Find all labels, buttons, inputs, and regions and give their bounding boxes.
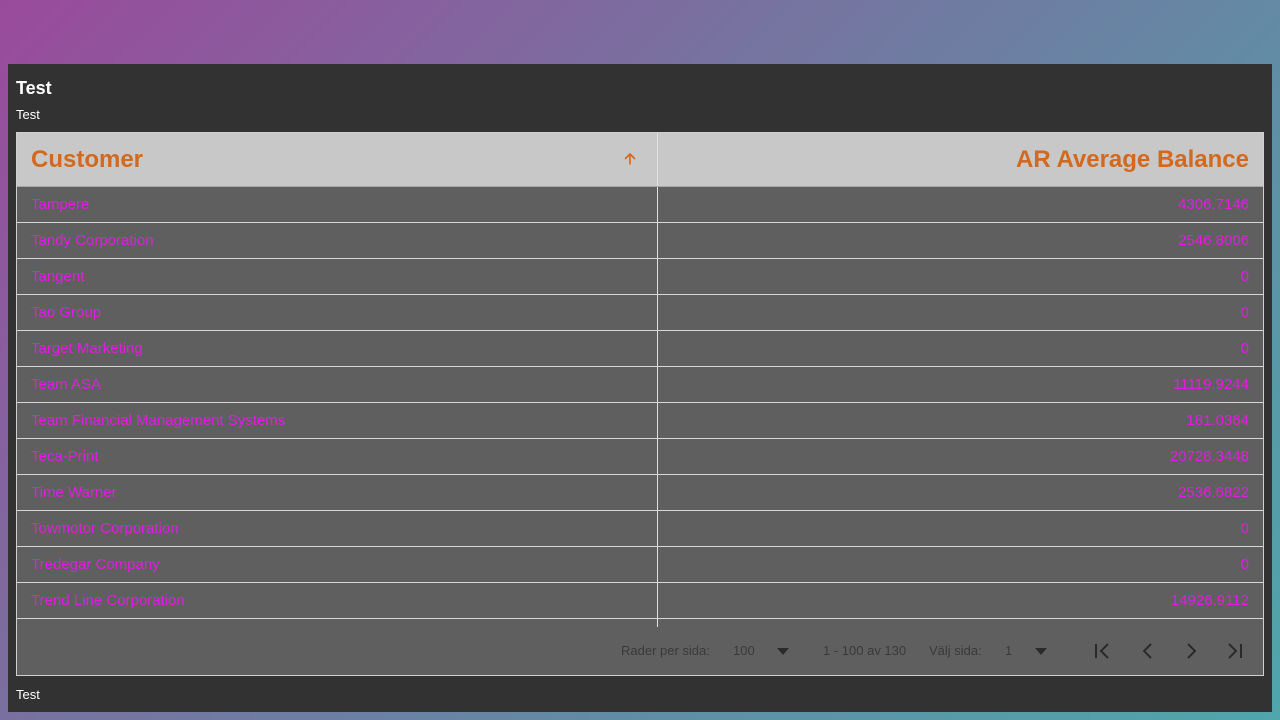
last-page-icon[interactable] xyxy=(1223,641,1245,661)
customer-cell[interactable]: Towmotor Corporation xyxy=(31,520,179,537)
column-divider xyxy=(657,259,658,294)
chevron-right-icon[interactable] xyxy=(1180,641,1202,661)
page-select[interactable]: 1 xyxy=(1005,643,1013,658)
customer-cell[interactable]: Target Marketing xyxy=(31,340,143,357)
balance-cell: 14926.9112 xyxy=(1170,592,1249,609)
column-divider xyxy=(657,187,658,222)
column-divider xyxy=(657,331,658,366)
column-divider xyxy=(657,223,658,258)
panel-subtitle: Test xyxy=(16,107,40,122)
balance-cell: 2536.6822 xyxy=(1178,484,1249,501)
table-row: Team ASA 11119.9244 xyxy=(17,367,1263,403)
table-row: Tandy Corporation 2546.8006 xyxy=(17,223,1263,259)
caret-down-icon[interactable] xyxy=(1035,648,1047,655)
column-divider xyxy=(657,511,658,546)
balance-cell: 2546.8006 xyxy=(1178,232,1249,249)
panel-footer: Test xyxy=(16,687,40,702)
table-header: Customer AR Average Balance xyxy=(17,133,1263,187)
arrow-up-icon[interactable] xyxy=(623,152,637,166)
column-divider xyxy=(657,439,658,474)
table-row: Time Warner 2536.6822 xyxy=(17,475,1263,511)
table-row: Team Financial Management Systems 181.036… xyxy=(17,403,1263,439)
table-row: Tangent 0 xyxy=(17,259,1263,295)
table-row: Teca-Print 20728.3448 xyxy=(17,439,1263,475)
table-row: Tampere 4306.7146 xyxy=(17,187,1263,223)
panel-title: Test xyxy=(16,78,52,98)
balance-cell: 0 xyxy=(1240,340,1249,357)
balance-cell: 0 xyxy=(1240,304,1249,321)
balance-cell: 0 xyxy=(1240,520,1249,537)
chevron-left-icon[interactable] xyxy=(1137,641,1159,661)
column-divider xyxy=(657,403,658,438)
column-divider xyxy=(657,547,658,582)
customer-cell[interactable]: Trend Line Corporation xyxy=(31,592,185,609)
table-body: Tampere 4306.7146 Tandy Corporation 2546.80… xyxy=(17,187,1263,619)
column-divider xyxy=(657,617,658,627)
column-divider xyxy=(657,475,658,510)
customer-cell[interactable]: Team Financial Management Systems xyxy=(31,412,286,429)
first-page-icon[interactable] xyxy=(1092,641,1114,661)
customer-cell[interactable]: Tandy Corporation xyxy=(31,232,154,249)
column-divider xyxy=(657,133,658,186)
table-row: Tao Group 0 xyxy=(17,295,1263,331)
balance-cell: 20728.3448 xyxy=(1169,448,1249,465)
pagination-bar: Rader per sida: 100 1 - 100 av 130 Välj … xyxy=(17,627,1263,675)
customer-cell[interactable]: Tangent xyxy=(31,268,85,285)
customer-cell[interactable]: Teca-Print xyxy=(31,448,99,465)
balance-cell: 0 xyxy=(1240,556,1249,573)
customer-cell[interactable]: Tredegar Company xyxy=(31,556,160,573)
table-row: Tredegar Company 0 xyxy=(17,547,1263,583)
data-table: Customer AR Average Balance Tampere 4306.… xyxy=(16,132,1264,676)
customer-cell[interactable]: Tao Group xyxy=(31,304,102,321)
caret-down-icon[interactable] xyxy=(777,648,789,655)
column-divider xyxy=(657,583,658,618)
balance-cell: 181.0364 xyxy=(1186,412,1249,429)
table-row: Target Marketing 0 xyxy=(17,331,1263,367)
table-row: Towmotor Corporation 0 xyxy=(17,511,1263,547)
rows-per-page-label: Rader per sida: xyxy=(621,643,710,658)
table-row: Trend Line Corporation 14926.9112 xyxy=(17,583,1263,619)
report-panel: Test Test Customer AR Average Balance Ta… xyxy=(8,64,1272,712)
column-header-ar-average-balance[interactable]: AR Average Balance xyxy=(1016,146,1249,173)
column-header-customer[interactable]: Customer xyxy=(31,146,144,173)
customer-cell[interactable]: Team ASA xyxy=(31,376,102,393)
rows-per-page-select[interactable]: 100 xyxy=(733,643,755,658)
select-page-label: Välj sida: xyxy=(929,643,982,658)
customer-cell[interactable]: Time Warner xyxy=(31,484,117,501)
balance-cell: 0 xyxy=(1240,268,1249,285)
balance-cell: 11119.9244 xyxy=(1173,376,1249,393)
customer-cell[interactable]: Tampere xyxy=(31,196,90,213)
page-range-text: 1 - 100 av 130 xyxy=(823,643,907,658)
balance-cell: 4306.7146 xyxy=(1178,196,1249,213)
column-divider xyxy=(657,367,658,402)
column-divider xyxy=(657,295,658,330)
